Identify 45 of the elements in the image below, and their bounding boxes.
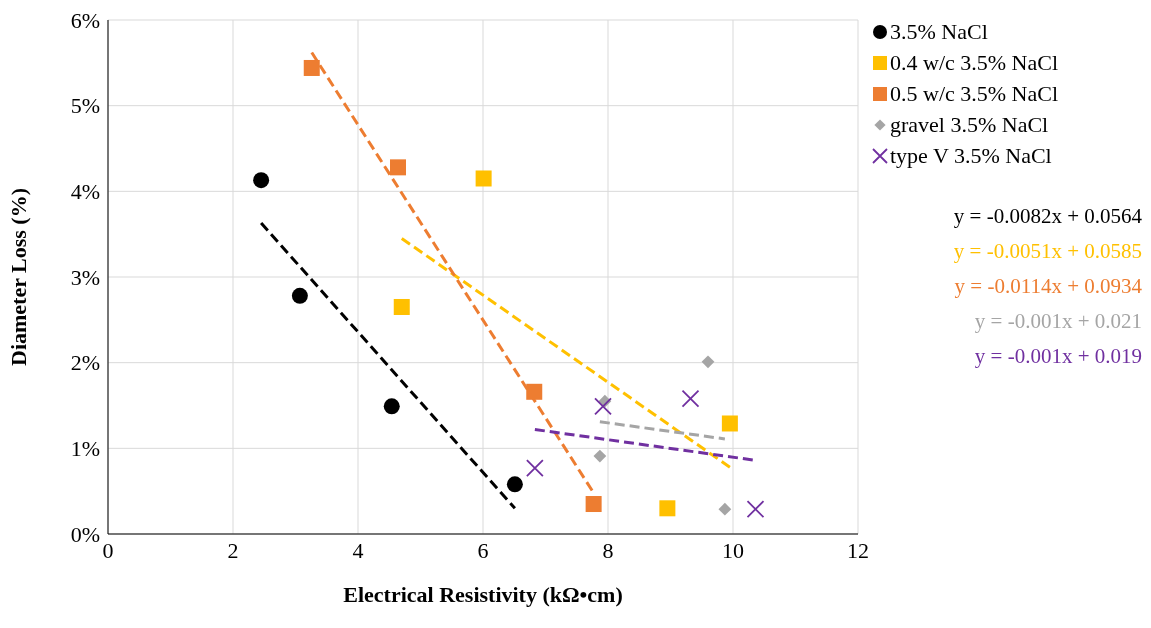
y-tick-label: 1% bbox=[70, 436, 100, 462]
point bbox=[525, 459, 544, 477]
point bbox=[390, 159, 406, 176]
text: y = -0.001x + 0.019 bbox=[973, 344, 1142, 370]
point bbox=[303, 59, 320, 76]
text: y = -0.0082x + 0.0564 bbox=[952, 204, 1142, 230]
x-tick-label: 0 bbox=[102, 537, 114, 563]
text: y = -0.0051x + 0.0585 bbox=[952, 239, 1142, 265]
legend-label: gravel 3.5% NaCl bbox=[890, 111, 1049, 138]
y-tick-label: 0% bbox=[70, 521, 100, 547]
point bbox=[291, 287, 308, 304]
point bbox=[585, 496, 602, 513]
y-tick-label: 4% bbox=[70, 179, 100, 205]
legend-label: type V 3.5% NaCl bbox=[890, 142, 1052, 169]
x-tick-label: 2 bbox=[227, 537, 239, 563]
point bbox=[383, 398, 400, 415]
x-tick-label: 8 bbox=[602, 537, 614, 563]
x-tick-label: 6 bbox=[477, 537, 489, 563]
point bbox=[718, 502, 732, 516]
point bbox=[526, 383, 543, 400]
text: y = -0.001x + 0.021 bbox=[973, 309, 1142, 335]
point bbox=[659, 500, 676, 517]
y-axis-title: Diameter Loss (%) bbox=[5, 188, 31, 366]
legend-label: 0.5 w/c 3.5% NaCl bbox=[890, 80, 1059, 107]
y-tick-label: 3% bbox=[70, 264, 100, 290]
text: y = -0.0114x + 0.0934 bbox=[953, 274, 1142, 300]
y-tick-label: 5% bbox=[70, 93, 100, 119]
point bbox=[681, 389, 700, 408]
point bbox=[393, 298, 410, 315]
point bbox=[701, 355, 715, 369]
point bbox=[594, 397, 612, 416]
point bbox=[253, 172, 270, 189]
y-tick-label: 6% bbox=[70, 7, 100, 33]
legend-label: 0.4 w/c 3.5% NaCl bbox=[890, 49, 1059, 76]
x-tick-label: 4 bbox=[352, 537, 364, 563]
x-tick-label: 12 bbox=[847, 537, 869, 563]
x-tick-label: 10 bbox=[722, 537, 744, 563]
point bbox=[506, 476, 523, 493]
point bbox=[475, 170, 492, 187]
point bbox=[721, 415, 738, 432]
y-tick-label: 2% bbox=[70, 350, 100, 376]
point bbox=[593, 449, 607, 463]
point bbox=[746, 500, 765, 519]
legend-label: 3.5% NaCl bbox=[890, 18, 988, 45]
x-axis-title: Electrical Resistivity (kΩ•cm) bbox=[343, 582, 623, 607]
